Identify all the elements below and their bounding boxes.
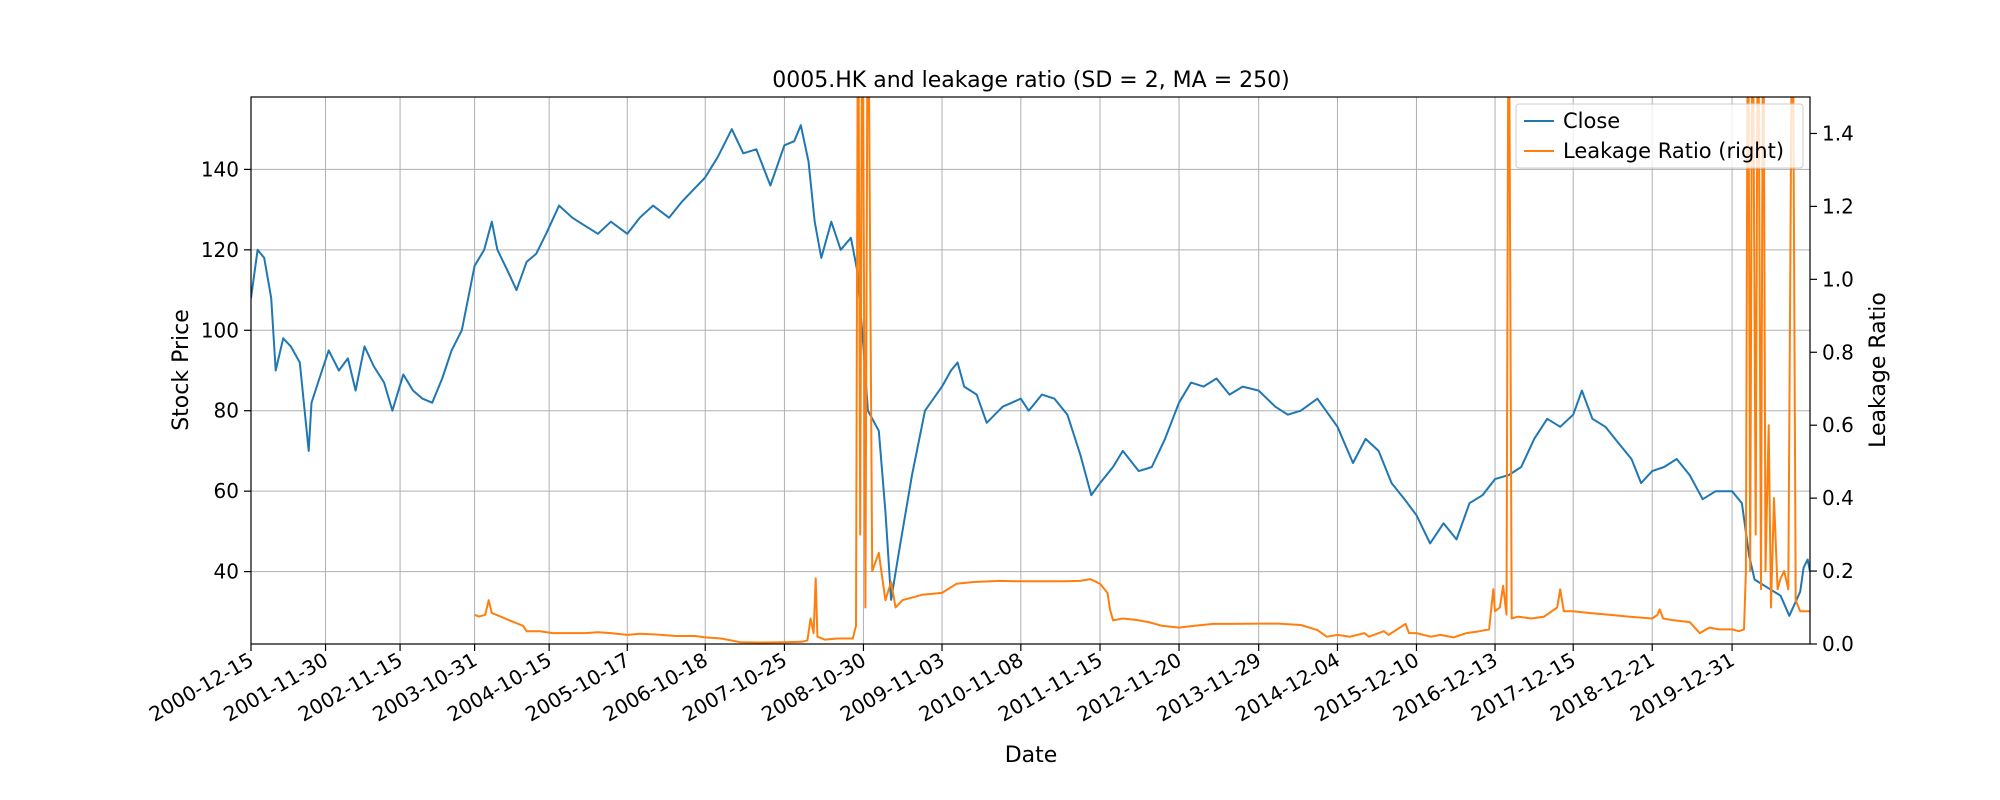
y-tick-label: 120 (201, 238, 239, 262)
y-tick-label: 40 (214, 560, 239, 584)
series-layer (251, 97, 1810, 644)
y-axis-right: 0.0 0.2 0.4 0.6 0.8 1.0 1.2 1.4 (1810, 121, 1854, 656)
y-axis-right-title: Leakage Ratio (1866, 292, 1891, 448)
y-tick-label: 60 (214, 479, 239, 503)
y2-tick-label: 0.6 (1822, 413, 1854, 437)
y2-tick-label: 1.2 (1822, 194, 1854, 218)
y2-tick-label: 1.4 (1822, 121, 1854, 145)
chart-title: 0005.HK and leakage ratio (SD = 2, MA = … (772, 68, 1289, 93)
y2-tick-label: 0.0 (1822, 632, 1854, 656)
legend-label-leakage: Leakage Ratio (right) (1563, 139, 1784, 163)
legend-box (1515, 103, 1804, 169)
x-axis-title: Date (1005, 743, 1058, 768)
y2-tick-label: 0.4 (1822, 486, 1854, 510)
y-tick-label: 100 (201, 318, 239, 342)
plot-frame (250, 96, 1811, 645)
legend-label-close: Close (1563, 109, 1620, 133)
y2-tick-label: 0.2 (1822, 559, 1854, 583)
y2-tick-label: 1.0 (1822, 267, 1854, 291)
y-tick-label: 140 (201, 157, 239, 181)
y2-tick-label: 0.8 (1822, 340, 1854, 364)
y-axis-title: Stock Price (169, 309, 194, 431)
series-line-leakage-ratio (474, 97, 1810, 644)
legend: Close Leakage Ratio (right) (1515, 103, 1804, 169)
y-axis-left: 40 60 80 100 120 140 (201, 157, 251, 584)
y-tick-label: 80 (214, 399, 239, 423)
series-line-close (251, 124, 1810, 617)
